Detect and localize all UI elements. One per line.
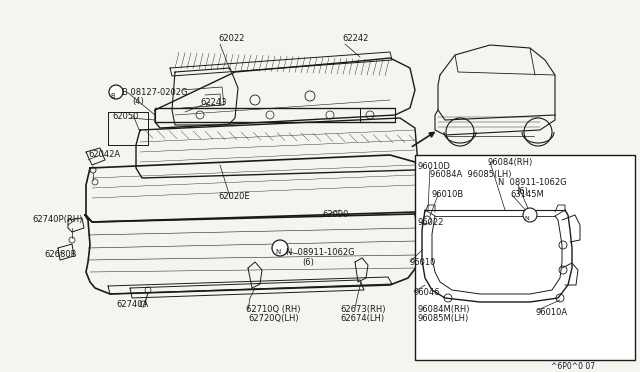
Text: (6): (6) (516, 187, 528, 196)
Text: 62674(LH): 62674(LH) (340, 314, 384, 323)
Text: 62680B: 62680B (44, 250, 77, 259)
Text: B: B (111, 93, 115, 99)
Text: 96084(RH): 96084(RH) (488, 158, 533, 167)
Text: 96022: 96022 (418, 218, 444, 227)
Text: 62050: 62050 (112, 112, 138, 121)
Text: 96085M(LH): 96085M(LH) (418, 314, 469, 323)
Text: B 08127-0202G: B 08127-0202G (122, 88, 188, 97)
Text: 62020E: 62020E (218, 192, 250, 201)
Text: (6): (6) (302, 258, 314, 267)
Text: 96010B: 96010B (432, 190, 464, 199)
Text: 96010: 96010 (410, 258, 436, 267)
Text: 96010A: 96010A (535, 308, 567, 317)
Text: 62243: 62243 (200, 98, 227, 107)
Text: 96084M(RH): 96084M(RH) (418, 305, 470, 314)
Text: N  08911-1062G: N 08911-1062G (286, 248, 355, 257)
Circle shape (109, 85, 123, 99)
Bar (415, 155, 635, 360)
Text: 96010D: 96010D (418, 162, 451, 171)
Text: 62042A: 62042A (88, 150, 120, 159)
Text: 96046: 96046 (413, 288, 440, 297)
Text: 62720Q(LH): 62720Q(LH) (248, 314, 299, 323)
Text: 96084A  96085(LH): 96084A 96085(LH) (430, 170, 511, 179)
Text: ^6P0^0 07: ^6P0^0 07 (551, 362, 595, 371)
Circle shape (272, 240, 288, 256)
Text: N: N (275, 249, 280, 255)
Text: 62090: 62090 (322, 210, 348, 219)
Circle shape (523, 208, 537, 222)
Text: 62022: 62022 (218, 34, 244, 43)
Text: 63145M: 63145M (510, 190, 544, 199)
Text: (4): (4) (132, 97, 144, 106)
Text: 62740P(RH): 62740P(RH) (32, 215, 83, 224)
Text: 62242: 62242 (342, 34, 369, 43)
Text: 62710Q (RH): 62710Q (RH) (246, 305, 301, 314)
Text: N  08911-1062G: N 08911-1062G (498, 178, 566, 187)
Text: 62673(RH): 62673(RH) (340, 305, 385, 314)
Text: N: N (525, 217, 529, 221)
Text: 62740A: 62740A (116, 300, 148, 309)
